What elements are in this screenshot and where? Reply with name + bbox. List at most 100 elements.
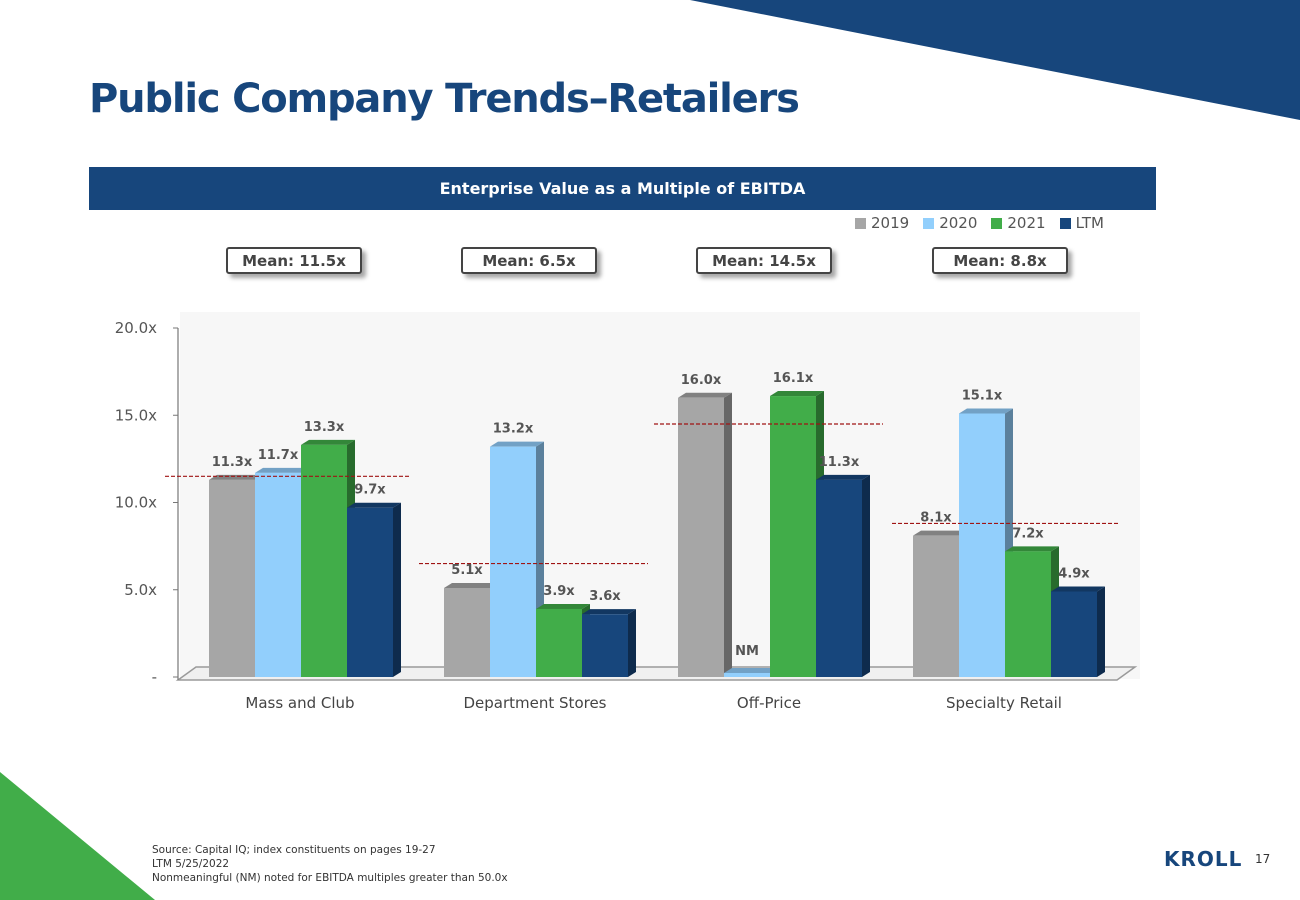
bar-front (959, 413, 1005, 677)
legend-label-ltm: LTM (1075, 214, 1104, 232)
bar-top (582, 609, 636, 615)
bar-top (913, 530, 967, 536)
bar-front (816, 479, 862, 677)
bar-LTM-3 (1051, 586, 1105, 677)
bar-top (301, 439, 355, 445)
bar-side (628, 609, 636, 677)
mean-box-specialty-retail: Mean: 8.8x (932, 247, 1068, 274)
bar-2020-2 (724, 668, 778, 677)
y-tick-label: 5.0x (124, 581, 157, 599)
data-label: 11.3x (212, 455, 253, 470)
bar-top (1005, 546, 1059, 552)
page-title: Public Company Trends–Retailers (89, 76, 800, 122)
mean-box-off-price: Mean: 14.5x (696, 247, 832, 274)
data-labels-group: 11.3x 11.7x 13.3x 9.7x 5.1x 13.2x 3.9x 3.6x 16.0… (212, 371, 1091, 659)
bar-top (724, 668, 778, 673)
bar-front (582, 614, 628, 677)
bar-side (862, 474, 870, 677)
legend-item-2021: 2021 (991, 214, 1046, 232)
bar-front (209, 479, 255, 677)
bar-front (536, 608, 582, 677)
chart-floor (175, 666, 1138, 681)
bar-LTM-1 (582, 609, 636, 677)
data-label: 9.7x (354, 483, 386, 498)
bar-front (1051, 591, 1097, 677)
data-label: 3.9x (543, 584, 575, 599)
bar-2021-1 (536, 603, 590, 677)
data-label: 15.1x (962, 389, 1003, 404)
page-number: 17 (1255, 852, 1271, 866)
data-label: 16.1x (773, 371, 814, 386)
legend-swatch-2020 (923, 217, 935, 229)
data-label: 11.7x (258, 448, 299, 463)
bar-2019-0 (209, 474, 263, 677)
legend-swatch-ltm (1059, 217, 1071, 229)
data-label: 7.2x (1012, 526, 1044, 541)
bar-2019-2 (678, 392, 732, 677)
bar-top (816, 474, 870, 480)
y-tick-label: 15.0x (115, 406, 157, 424)
bar-front (301, 444, 347, 677)
bar-front (913, 535, 959, 677)
bar-LTM-0 (347, 502, 401, 677)
data-label: 8.1x (920, 511, 952, 526)
mean-box-mass-and-club: Mean: 11.5x (226, 247, 362, 274)
bar-front (1005, 551, 1051, 677)
footnotes: Source: Capital IQ; index constituents o… (152, 843, 508, 885)
data-label: 13.2x (493, 422, 534, 437)
x-tick-label: Mass and Club (245, 694, 354, 712)
y-axis: - 5.0x 10.0x 15.0x 20.0x (115, 319, 178, 686)
data-label: NM (735, 644, 759, 659)
bar-2020-1 (490, 441, 544, 677)
bar-top (209, 474, 263, 480)
data-label: 3.6x (589, 589, 621, 604)
legend-label-2019: 2019 (871, 214, 910, 232)
bar-top (678, 392, 732, 398)
footnote-nm: Nonmeaningful (NM) noted for EBITDA mult… (152, 872, 508, 884)
legend-item-ltm: LTM (1059, 214, 1104, 232)
bar-top (255, 467, 309, 473)
bar-top (444, 583, 498, 589)
x-tick-label: Department Stores (464, 694, 607, 712)
legend-label-2020: 2020 (939, 214, 978, 232)
chart-legend: 2019 2020 2021 LTM (855, 214, 1104, 232)
bar-top (770, 391, 824, 397)
bars-group (209, 391, 1105, 677)
data-label: 4.9x (1058, 566, 1090, 581)
x-tick-label: Off-Price (737, 694, 801, 712)
legend-item-2020: 2020 (923, 214, 977, 232)
bar-top (536, 603, 590, 609)
bar-2020-0 (255, 467, 309, 677)
y-tick-label: 20.0x (115, 319, 157, 337)
bar-LTM-2 (816, 474, 870, 677)
legend-swatch-2021 (991, 217, 1003, 229)
bar-2021-2 (770, 391, 824, 677)
bar-top (1051, 586, 1105, 592)
data-label: 11.3x (819, 455, 860, 470)
data-label: 16.0x (681, 373, 722, 388)
mean-lines-group (165, 423, 1120, 565)
bar-2021-0 (301, 439, 355, 677)
bar-top (490, 441, 544, 447)
data-label: 5.1x (451, 563, 483, 578)
y-tick-label: - (152, 668, 157, 686)
legend-label-2021: 2021 (1007, 214, 1046, 232)
bar-2019-1 (444, 583, 498, 677)
x-tick-label: Specialty Retail (946, 694, 1062, 712)
x-axis: Mass and Club Department Stores Off-Price S… (245, 694, 1062, 712)
bar-front (724, 673, 770, 677)
chart-banner: Enterprise Value as a Multiple of EBITDA (89, 167, 1156, 210)
bar-front (678, 397, 724, 677)
legend-item-2019: 2019 (855, 214, 909, 232)
legend-swatch-2019 (855, 217, 866, 229)
bar-front (770, 396, 816, 677)
data-label: 13.3x (304, 420, 345, 435)
bar-side (1097, 586, 1105, 677)
bar-side (724, 392, 732, 677)
bar-front (347, 507, 393, 677)
bar-2019-3 (913, 530, 967, 677)
bar-top (959, 408, 1013, 414)
bar-2020-3 (959, 408, 1013, 677)
kroll-logo: KROLL (1164, 847, 1243, 871)
